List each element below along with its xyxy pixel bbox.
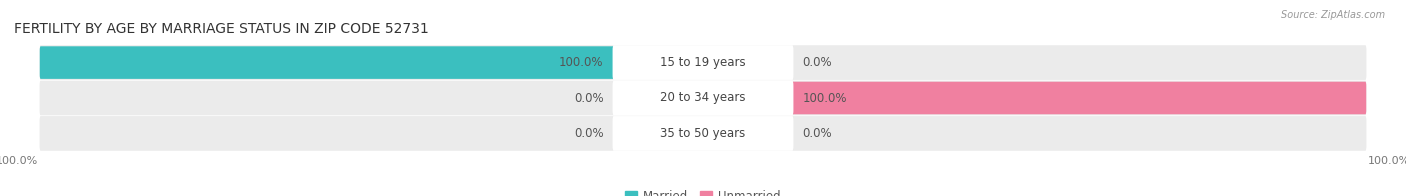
FancyBboxPatch shape <box>613 116 793 151</box>
FancyBboxPatch shape <box>666 117 704 150</box>
FancyBboxPatch shape <box>702 82 1367 114</box>
Text: 20 to 34 years: 20 to 34 years <box>661 92 745 104</box>
Legend: Married, Unmarried: Married, Unmarried <box>620 185 786 196</box>
Text: 15 to 19 years: 15 to 19 years <box>661 56 745 69</box>
Text: 100.0%: 100.0% <box>560 56 603 69</box>
FancyBboxPatch shape <box>39 46 704 79</box>
FancyBboxPatch shape <box>613 45 793 80</box>
Text: 100.0%: 100.0% <box>803 92 846 104</box>
Text: 0.0%: 0.0% <box>803 127 832 140</box>
FancyBboxPatch shape <box>666 82 704 114</box>
Text: 0.0%: 0.0% <box>803 56 832 69</box>
FancyBboxPatch shape <box>702 46 740 79</box>
FancyBboxPatch shape <box>613 81 793 115</box>
FancyBboxPatch shape <box>39 116 1367 151</box>
FancyBboxPatch shape <box>39 45 1367 80</box>
FancyBboxPatch shape <box>702 117 740 150</box>
Text: FERTILITY BY AGE BY MARRIAGE STATUS IN ZIP CODE 52731: FERTILITY BY AGE BY MARRIAGE STATUS IN Z… <box>14 22 429 36</box>
Text: 0.0%: 0.0% <box>574 127 603 140</box>
Text: 0.0%: 0.0% <box>574 92 603 104</box>
Text: 35 to 50 years: 35 to 50 years <box>661 127 745 140</box>
Text: Source: ZipAtlas.com: Source: ZipAtlas.com <box>1281 10 1385 20</box>
FancyBboxPatch shape <box>39 81 1367 115</box>
